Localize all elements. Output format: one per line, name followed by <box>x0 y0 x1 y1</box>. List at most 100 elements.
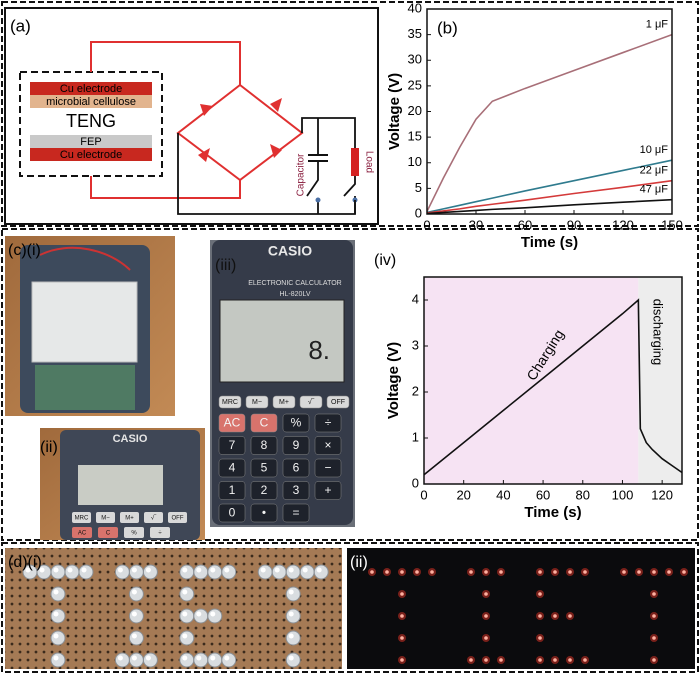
led <box>207 608 223 624</box>
key <box>250 436 278 455</box>
circuit-board <box>35 365 135 410</box>
led <box>128 564 144 580</box>
led <box>299 564 315 580</box>
key-label: 7 <box>229 438 236 452</box>
key-label: • <box>262 506 266 520</box>
led <box>568 570 572 574</box>
led <box>285 586 301 602</box>
key-label: ÷ <box>158 531 162 537</box>
led <box>652 592 656 596</box>
x-tick-label: 90 <box>567 217 581 232</box>
y-tick-label: 40 <box>408 0 422 15</box>
led-shine <box>196 655 202 661</box>
led-shine <box>39 567 45 573</box>
legend-label: 10 μF <box>640 144 669 156</box>
led <box>114 564 130 580</box>
led <box>179 630 195 646</box>
led-shine <box>131 589 137 595</box>
key <box>314 436 342 455</box>
y-tick-label: 0 <box>412 475 419 490</box>
layer-label: Cu electrode <box>60 83 122 95</box>
led <box>285 608 301 624</box>
photo: CASIO ELECTRONIC CALCULATOR HL-820LV 8. … <box>210 240 355 527</box>
circuit-frame <box>4 7 379 225</box>
led-shine <box>145 567 151 573</box>
led <box>128 608 144 624</box>
x-tick-label: 60 <box>536 487 550 502</box>
panel-label: (b) <box>437 18 458 37</box>
data-line <box>426 159 673 214</box>
switch <box>306 161 319 197</box>
x-tick-label: 120 <box>651 487 673 502</box>
key <box>282 503 310 523</box>
key-label: 2 <box>261 483 268 497</box>
key-label: % <box>291 416 302 430</box>
led <box>313 564 329 580</box>
led <box>221 652 237 668</box>
led <box>499 658 503 662</box>
key <box>299 395 323 409</box>
display <box>78 465 163 505</box>
bridge <box>176 83 304 182</box>
data-line <box>426 179 673 214</box>
key-label: OFF <box>172 516 184 522</box>
key <box>250 458 278 478</box>
x-axis-label: Time (s) <box>521 234 578 251</box>
led-shine <box>210 655 216 661</box>
legend-label: 22 μF <box>640 165 669 177</box>
key-label: AC <box>78 531 87 537</box>
led <box>538 614 542 618</box>
plot-bg <box>427 9 672 214</box>
led-shine <box>288 611 294 617</box>
led <box>484 614 488 618</box>
led <box>142 652 158 668</box>
led <box>207 652 223 668</box>
y-tick-label: 15 <box>408 129 422 144</box>
display-digit: 8. <box>308 335 330 365</box>
led <box>193 564 209 580</box>
led <box>568 614 572 618</box>
frame <box>1 542 699 673</box>
key <box>218 395 242 409</box>
led <box>193 608 209 624</box>
key <box>282 436 310 455</box>
layer <box>30 135 152 148</box>
led <box>583 570 587 574</box>
led-shine <box>196 611 202 617</box>
panel-label: (iii) <box>215 257 236 274</box>
x-tick-label: 120 <box>612 217 634 232</box>
led <box>128 630 144 646</box>
led-shine <box>53 611 59 617</box>
led <box>193 652 209 668</box>
key-label: M− <box>101 516 110 522</box>
key <box>250 413 278 433</box>
brand: CASIO <box>268 243 312 259</box>
led <box>370 570 374 574</box>
led <box>538 592 542 596</box>
led-shine <box>260 567 266 573</box>
led <box>484 636 488 640</box>
led <box>553 570 557 574</box>
led <box>128 586 144 602</box>
x-tick-label: 80 <box>576 487 590 502</box>
led-shine <box>224 655 230 661</box>
led <box>652 636 656 640</box>
brand: CASIO <box>113 433 148 445</box>
device-label: TENG <box>66 111 116 131</box>
led-shine <box>131 655 137 661</box>
y-axis-label: Voltage (V) <box>385 342 402 419</box>
load <box>351 148 359 176</box>
x-tick-label: 20 <box>456 487 470 502</box>
model: HL-820LV <box>279 291 310 298</box>
panel-label: (ii) <box>350 554 368 571</box>
key-label: 8 <box>261 438 268 452</box>
frame <box>1 228 699 541</box>
led <box>400 614 404 618</box>
led <box>114 652 130 668</box>
x-tick-label: 40 <box>496 487 510 502</box>
key-label: 5 <box>261 461 268 475</box>
key-label: M− <box>252 399 262 406</box>
led <box>385 570 389 574</box>
y-tick-label: 30 <box>408 52 422 67</box>
